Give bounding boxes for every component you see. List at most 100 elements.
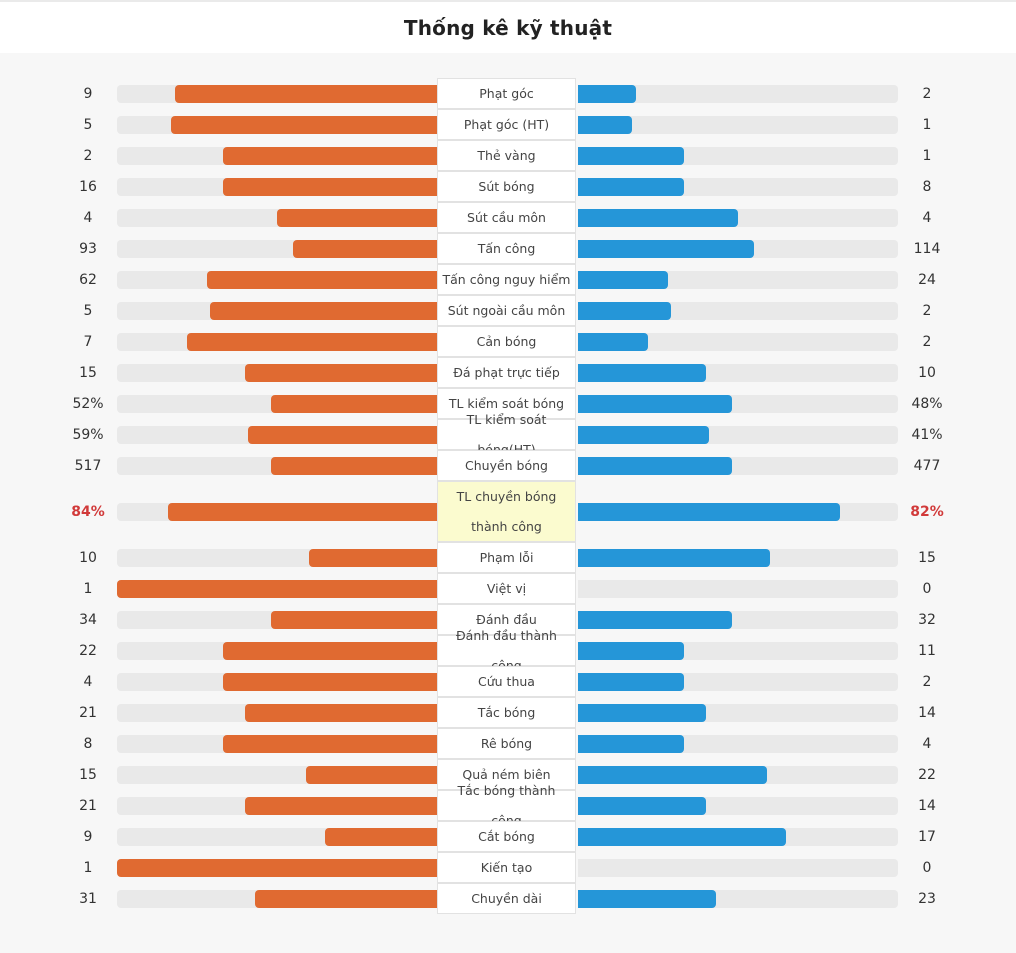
away-bar-track <box>578 209 898 227</box>
away-value: 14 <box>918 797 936 814</box>
stat-row: 84% TL chuyền bóng thành công 82% <box>0 481 1016 542</box>
away-bar <box>578 333 648 351</box>
home-bar-track <box>117 580 437 598</box>
home-value: 52% <box>72 395 104 412</box>
home-bar <box>245 364 437 382</box>
away-bar <box>578 673 684 691</box>
home-bar <box>245 797 437 815</box>
away-value: 2 <box>922 302 932 319</box>
away-bar <box>578 302 671 320</box>
stat-row: 5 Sút ngoài cầu môn 2 <box>0 295 1016 326</box>
stat-row: 22 Đánh đầu thành công 11 <box>0 628 1016 673</box>
away-bar-track <box>578 426 898 444</box>
home-bar-track <box>117 735 437 753</box>
home-bar <box>168 503 437 521</box>
home-bar <box>223 147 437 165</box>
away-value: 2 <box>922 673 932 690</box>
away-value: 82% <box>910 503 944 520</box>
away-bar-track <box>578 364 898 382</box>
home-value: 9 <box>83 828 93 845</box>
away-bar <box>578 766 767 784</box>
away-bar-track <box>578 503 898 521</box>
home-value: 34 <box>79 611 97 628</box>
home-value: 5 <box>83 302 93 319</box>
away-value: 0 <box>922 859 932 876</box>
away-bar <box>578 611 732 629</box>
away-bar-track <box>578 178 898 196</box>
home-bar-track <box>117 116 437 134</box>
home-value: 10 <box>79 549 97 566</box>
away-bar <box>578 503 840 521</box>
away-value: 10 <box>918 364 936 381</box>
away-bar-track <box>578 147 898 165</box>
away-bar-track <box>578 395 898 413</box>
home-bar <box>325 828 437 846</box>
stat-row: 5 Phạt góc (HT) 1 <box>0 109 1016 140</box>
away-value: 22 <box>918 766 936 783</box>
home-bar-track <box>117 859 437 877</box>
home-bar <box>271 395 437 413</box>
away-bar <box>578 209 738 227</box>
away-bar <box>578 178 684 196</box>
away-bar-track <box>578 240 898 258</box>
stat-row: 2 Thẻ vàng 1 <box>0 140 1016 171</box>
stat-label: Quả ném biên <box>437 759 576 790</box>
home-bar <box>223 642 437 660</box>
stat-row: 9 Phạt góc 2 <box>0 78 1016 109</box>
home-value: 1 <box>83 859 93 876</box>
stat-row: 15 Quả ném biên 22 <box>0 759 1016 790</box>
home-bar-track <box>117 797 437 815</box>
away-bar <box>578 271 668 289</box>
away-value: 114 <box>913 240 941 257</box>
home-value: 15 <box>79 364 97 381</box>
stat-label: Đánh đầu thành công <box>437 628 576 673</box>
home-value: 62 <box>79 271 97 288</box>
away-bar <box>578 735 684 753</box>
stat-label: Thẻ vàng <box>437 140 576 171</box>
home-value: 15 <box>79 766 97 783</box>
away-bar-track <box>578 611 898 629</box>
home-bar <box>171 116 437 134</box>
away-bar-track <box>578 859 898 877</box>
away-value: 1 <box>922 147 932 164</box>
away-bar-track <box>578 828 898 846</box>
away-bar <box>578 364 706 382</box>
away-bar-track <box>578 735 898 753</box>
away-bar <box>578 549 770 567</box>
stat-label: Chuyền bóng <box>437 450 576 481</box>
stat-label: Việt vị <box>437 573 576 604</box>
away-value: 0 <box>922 580 932 597</box>
away-value: 14 <box>918 704 936 721</box>
stat-label: Sút bóng <box>437 171 576 202</box>
stat-label: Tắc bóng thành công <box>437 783 576 828</box>
stat-label: Phạt góc <box>437 78 576 109</box>
away-bar-track <box>578 116 898 134</box>
away-value: 41% <box>911 426 943 443</box>
page-title: Thống kê kỹ thuật <box>403 15 613 40</box>
stat-label: Cứu thua <box>437 666 576 697</box>
stat-row: 62 Tấn công nguy hiểm 24 <box>0 264 1016 295</box>
stat-row: 34 Đánh đầu 32 <box>0 604 1016 635</box>
away-bar-track <box>578 302 898 320</box>
stat-row: 1 Kiến tạo 0 <box>0 852 1016 883</box>
stat-row: 15 Đá phạt trực tiếp 10 <box>0 357 1016 388</box>
stat-label: Sút ngoài cầu môn <box>437 295 576 326</box>
home-bar <box>306 766 437 784</box>
stat-row: 1 Việt vị 0 <box>0 573 1016 604</box>
home-bar-track <box>117 766 437 784</box>
stat-label: Rê bóng <box>437 728 576 759</box>
away-value: 477 <box>913 457 941 474</box>
home-bar <box>223 735 437 753</box>
home-value: 31 <box>79 890 97 907</box>
stat-label: Tấn công <box>437 233 576 264</box>
home-value: 2 <box>83 147 93 164</box>
stat-row: 7 Cản bóng 2 <box>0 326 1016 357</box>
home-value: 7 <box>83 333 93 350</box>
home-value: 22 <box>79 642 97 659</box>
away-bar <box>578 642 684 660</box>
home-bar <box>223 673 437 691</box>
away-value: 4 <box>922 209 932 226</box>
away-bar <box>578 240 754 258</box>
home-bar <box>187 333 437 351</box>
home-value: 93 <box>79 240 97 257</box>
